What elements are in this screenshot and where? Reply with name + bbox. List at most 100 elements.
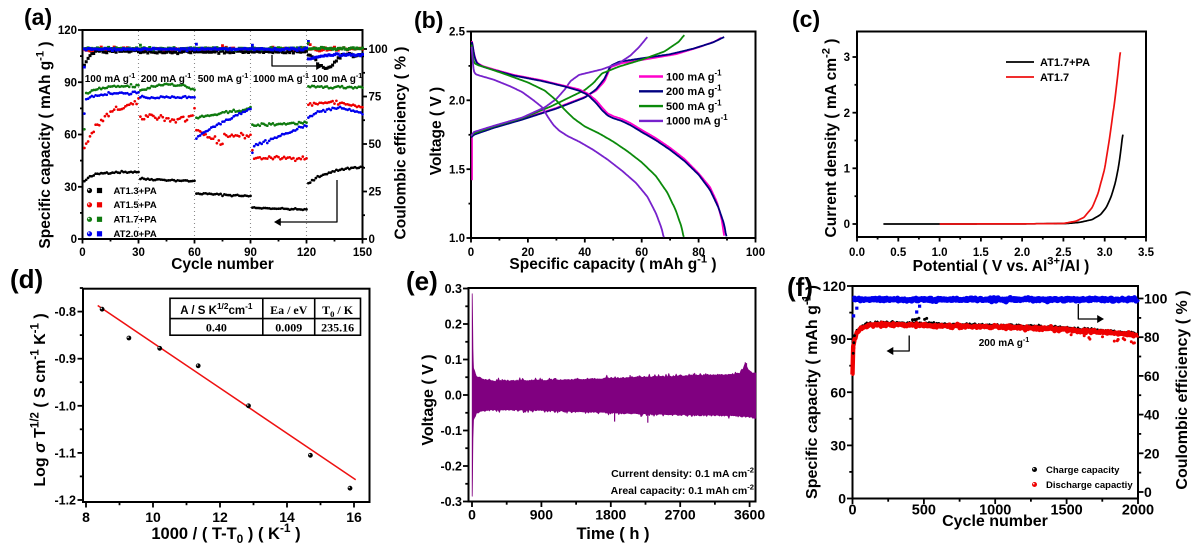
svg-text:60: 60: [64, 130, 77, 142]
svg-text:60: 60: [188, 247, 201, 259]
svg-text:-0.8: -0.8: [54, 305, 76, 319]
svg-text:2.0: 2.0: [1014, 247, 1030, 259]
svg-text:20: 20: [522, 247, 535, 259]
svg-text:-1.1: -1.1: [54, 446, 76, 460]
svg-text:Cycle number: Cycle number: [171, 256, 274, 273]
svg-text:2000: 2000: [1122, 503, 1154, 519]
svg-text:25: 25: [369, 187, 382, 199]
svg-text:0: 0: [79, 247, 85, 259]
svg-text:AT1.3+PA: AT1.3+PA: [114, 186, 157, 197]
svg-text:120: 120: [823, 278, 847, 294]
svg-text:2.5: 2.5: [1055, 247, 1072, 259]
svg-text:Specific capacity ( mAh g-1 ): Specific capacity ( mAh g-1 ): [35, 41, 55, 248]
svg-text:0: 0: [468, 507, 476, 523]
svg-text:14: 14: [279, 509, 295, 525]
svg-text:60: 60: [1144, 368, 1160, 384]
svg-text:AT2.0+PA: AT2.0+PA: [114, 229, 157, 240]
svg-text:(e): (e): [406, 266, 438, 296]
svg-text:-0.3: -0.3: [440, 495, 462, 509]
svg-text:0.009: 0.009: [275, 321, 302, 335]
svg-text:Areal capacity: 0.1 mAh cm-2: Areal capacity: 0.1 mAh cm-2: [611, 483, 754, 497]
svg-text:0.3: 0.3: [445, 282, 462, 296]
svg-text:235.16: 235.16: [321, 321, 354, 335]
svg-text:A / S K1/2cm-1: A / S K1/2cm-1: [180, 301, 253, 317]
svg-text:0.40: 0.40: [206, 321, 227, 335]
svg-text:2: 2: [844, 108, 850, 120]
svg-text:0: 0: [369, 234, 375, 246]
svg-text:Coulombic efficiency ( % ): Coulombic efficiency ( % ): [393, 47, 410, 240]
svg-text:0: 0: [71, 234, 77, 246]
svg-text:0.1: 0.1: [445, 353, 462, 367]
svg-text:-0.2: -0.2: [440, 460, 462, 474]
svg-text:100: 100: [369, 44, 388, 56]
svg-text:120: 120: [297, 247, 316, 259]
svg-text:3600: 3600: [734, 507, 765, 523]
svg-text:(c): (c): [792, 6, 820, 32]
svg-text:30: 30: [830, 437, 846, 453]
svg-text:90: 90: [244, 247, 257, 259]
svg-text:3: 3: [844, 52, 850, 64]
svg-text:75: 75: [369, 92, 382, 104]
svg-text:30: 30: [132, 247, 145, 259]
svg-text:20: 20: [1144, 445, 1160, 461]
svg-text:0.5: 0.5: [890, 247, 907, 259]
svg-text:200 mA g-1: 200 mA g-1: [141, 71, 192, 85]
svg-text:200 mA g-1: 200 mA g-1: [979, 335, 1030, 349]
svg-text:2.0: 2.0: [449, 96, 465, 108]
svg-text:Specific capacity ( mAh g-1 ): Specific capacity ( mAh g-1 ): [509, 254, 716, 274]
svg-text:Cycle number: Cycle number: [942, 513, 1048, 530]
svg-text:1000 mA g-1: 1000 mA g-1: [666, 113, 728, 128]
svg-text:10: 10: [145, 509, 161, 525]
svg-text:2.5: 2.5: [449, 27, 466, 39]
svg-text:3.5: 3.5: [1138, 247, 1155, 259]
svg-text:Discharge capactiy: Discharge capactiy: [1046, 480, 1133, 491]
svg-text:90: 90: [64, 77, 77, 89]
svg-text:AT1.7: AT1.7: [1040, 72, 1069, 84]
svg-text:50: 50: [369, 139, 382, 151]
svg-text:Voltage ( V ): Voltage ( V ): [420, 354, 437, 445]
svg-text:100 mA g-1: 100 mA g-1: [85, 71, 136, 85]
svg-text:500 mA g-1: 500 mA g-1: [198, 71, 249, 85]
svg-text:Log σ T1/2 ( S cm-1 K-1 ): Log σ T1/2 ( S cm-1 K-1 ): [29, 313, 49, 486]
svg-text:12: 12: [212, 509, 228, 525]
svg-text:90: 90: [830, 331, 846, 347]
svg-text:2700: 2700: [665, 507, 696, 523]
svg-text:8: 8: [82, 509, 90, 525]
svg-text:-0.1: -0.1: [440, 424, 462, 438]
svg-text:Specific capacity ( mAh g-1 ): Specific capacity ( mAh g-1 ): [801, 285, 821, 499]
svg-text:Potential ( V vs. Al3+/Al ): Potential ( V vs. Al3+/Al ): [913, 256, 1090, 276]
svg-text:100 mA g-1: 100 mA g-1: [666, 69, 722, 84]
svg-text:16: 16: [346, 509, 362, 525]
svg-text:900: 900: [530, 507, 554, 523]
svg-text:(f): (f): [787, 272, 813, 302]
svg-text:100: 100: [1144, 291, 1168, 307]
svg-text:1800: 1800: [595, 507, 626, 523]
svg-text:0: 0: [844, 219, 850, 231]
svg-text:0.0: 0.0: [849, 247, 865, 259]
svg-text:1000: 1000: [979, 503, 1011, 519]
svg-text:80: 80: [692, 247, 705, 259]
svg-text:60: 60: [830, 384, 846, 400]
svg-text:40: 40: [578, 247, 591, 259]
svg-text:1.5: 1.5: [449, 164, 466, 176]
svg-text:100 mA g-1: 100 mA g-1: [312, 71, 363, 85]
svg-text:Time ( h ): Time ( h ): [576, 525, 649, 543]
svg-text:Ea / eV: Ea / eV: [270, 303, 308, 317]
svg-text:0: 0: [1144, 484, 1152, 500]
svg-text:AT1.5+PA: AT1.5+PA: [114, 200, 157, 211]
svg-text:500 mA g-1: 500 mA g-1: [666, 98, 722, 113]
svg-text:Current density: 0.1 mA cm-2: Current density: 0.1 mA cm-2: [611, 466, 754, 480]
svg-text:1: 1: [844, 164, 851, 176]
svg-text:0: 0: [838, 491, 846, 507]
svg-text:0: 0: [848, 503, 856, 519]
svg-text:60: 60: [635, 247, 648, 259]
svg-text:30: 30: [64, 182, 77, 194]
svg-text:200 mA g-1: 200 mA g-1: [666, 84, 722, 99]
svg-text:1.0: 1.0: [449, 233, 465, 245]
svg-text:1000 / ( T-T0 ) ( K-1 ): 1000 / ( T-T0 ) ( K-1 ): [151, 521, 300, 546]
svg-text:-1.2: -1.2: [54, 494, 76, 508]
svg-text:500: 500: [912, 503, 936, 519]
svg-text:0.2: 0.2: [445, 318, 462, 332]
svg-text:1500: 1500: [1050, 503, 1082, 519]
svg-text:1.5: 1.5: [973, 247, 990, 259]
